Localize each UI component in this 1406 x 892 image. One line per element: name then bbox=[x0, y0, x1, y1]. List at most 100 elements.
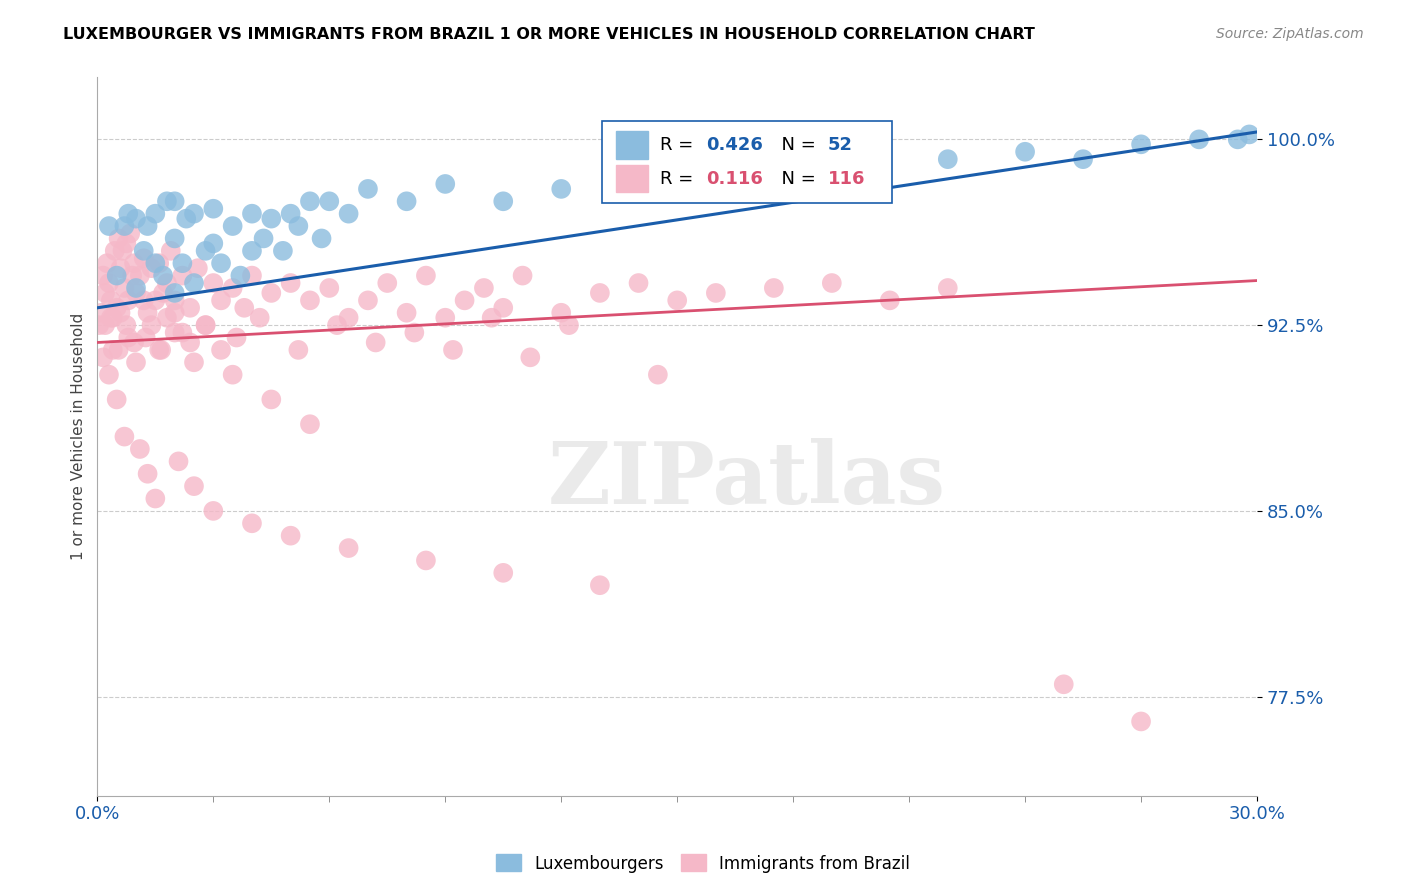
Point bbox=[110, 261, 132, 276]
Point bbox=[415, 553, 437, 567]
Point bbox=[221, 281, 243, 295]
Point bbox=[762, 281, 785, 295]
Point bbox=[125, 211, 148, 226]
Point bbox=[492, 566, 515, 580]
Point bbox=[441, 343, 464, 357]
Point bbox=[453, 293, 475, 308]
Bar bbox=[616, 165, 648, 193]
Point bbox=[163, 293, 186, 308]
Point bbox=[107, 231, 129, 245]
Point bbox=[132, 244, 155, 258]
FancyBboxPatch shape bbox=[602, 120, 891, 203]
Point bbox=[105, 301, 128, 315]
Point bbox=[125, 281, 148, 295]
Point bbox=[172, 268, 194, 283]
Point bbox=[135, 330, 157, 344]
Legend: Luxembourgers, Immigrants from Brazil: Luxembourgers, Immigrants from Brazil bbox=[489, 847, 917, 880]
Text: 0.116: 0.116 bbox=[706, 169, 763, 187]
Point bbox=[143, 491, 166, 506]
Point bbox=[337, 207, 360, 221]
Point bbox=[589, 285, 612, 300]
Point bbox=[1053, 677, 1076, 691]
Point bbox=[404, 326, 426, 340]
Point bbox=[209, 256, 232, 270]
Point bbox=[136, 219, 159, 233]
Point bbox=[221, 368, 243, 382]
Point bbox=[183, 355, 205, 369]
Point bbox=[202, 202, 225, 216]
Text: 0.426: 0.426 bbox=[706, 136, 763, 154]
Point bbox=[298, 293, 321, 308]
Point bbox=[1014, 145, 1036, 159]
Point bbox=[318, 281, 340, 295]
Point bbox=[122, 335, 145, 350]
Point bbox=[141, 318, 163, 333]
Point bbox=[101, 343, 124, 357]
Point bbox=[704, 169, 727, 184]
Point bbox=[110, 306, 132, 320]
Point bbox=[128, 442, 150, 456]
Point bbox=[97, 219, 120, 233]
Point bbox=[117, 293, 139, 308]
Point bbox=[337, 541, 360, 555]
Point bbox=[704, 285, 727, 300]
Point bbox=[318, 194, 340, 209]
Point bbox=[179, 335, 201, 350]
Point bbox=[128, 268, 150, 283]
Point bbox=[174, 211, 197, 226]
Point bbox=[125, 355, 148, 369]
Point bbox=[1130, 137, 1153, 152]
Point bbox=[249, 310, 271, 325]
Point bbox=[115, 318, 138, 333]
Point bbox=[143, 256, 166, 270]
Y-axis label: 1 or more Vehicles in Household: 1 or more Vehicles in Household bbox=[72, 313, 86, 560]
Point bbox=[240, 207, 263, 221]
Point bbox=[150, 343, 173, 357]
Point bbox=[117, 330, 139, 344]
Point bbox=[136, 306, 159, 320]
Point bbox=[287, 219, 309, 233]
Point bbox=[311, 231, 333, 245]
Point bbox=[260, 285, 283, 300]
Point bbox=[156, 310, 179, 325]
Point bbox=[782, 162, 804, 177]
Point bbox=[1239, 128, 1261, 142]
Point bbox=[627, 276, 650, 290]
Point bbox=[434, 310, 457, 325]
Point bbox=[96, 256, 118, 270]
Point bbox=[375, 276, 398, 290]
Point bbox=[183, 479, 205, 493]
Point bbox=[337, 310, 360, 325]
Point bbox=[167, 454, 190, 468]
Text: 116: 116 bbox=[828, 169, 866, 187]
Point bbox=[859, 157, 882, 171]
Point bbox=[221, 219, 243, 233]
Point bbox=[163, 285, 186, 300]
Point bbox=[179, 301, 201, 315]
Point bbox=[132, 252, 155, 266]
Point bbox=[271, 244, 294, 258]
Point bbox=[209, 293, 232, 308]
Point bbox=[111, 244, 134, 258]
Point bbox=[136, 467, 159, 481]
Point bbox=[159, 244, 181, 258]
Bar bbox=[616, 131, 648, 159]
Point bbox=[326, 318, 349, 333]
Point bbox=[202, 504, 225, 518]
Point bbox=[172, 326, 194, 340]
Point bbox=[91, 351, 114, 365]
Point bbox=[148, 343, 170, 357]
Point bbox=[936, 152, 959, 166]
Text: 52: 52 bbox=[828, 136, 853, 154]
Point bbox=[112, 281, 135, 295]
Point bbox=[357, 293, 380, 308]
Point bbox=[163, 194, 186, 209]
Point bbox=[194, 318, 217, 333]
Point bbox=[183, 207, 205, 221]
Point bbox=[240, 268, 263, 283]
Point bbox=[152, 268, 174, 283]
Point bbox=[1130, 714, 1153, 729]
Point bbox=[156, 194, 179, 209]
Point bbox=[194, 244, 217, 258]
Text: R =: R = bbox=[659, 136, 699, 154]
